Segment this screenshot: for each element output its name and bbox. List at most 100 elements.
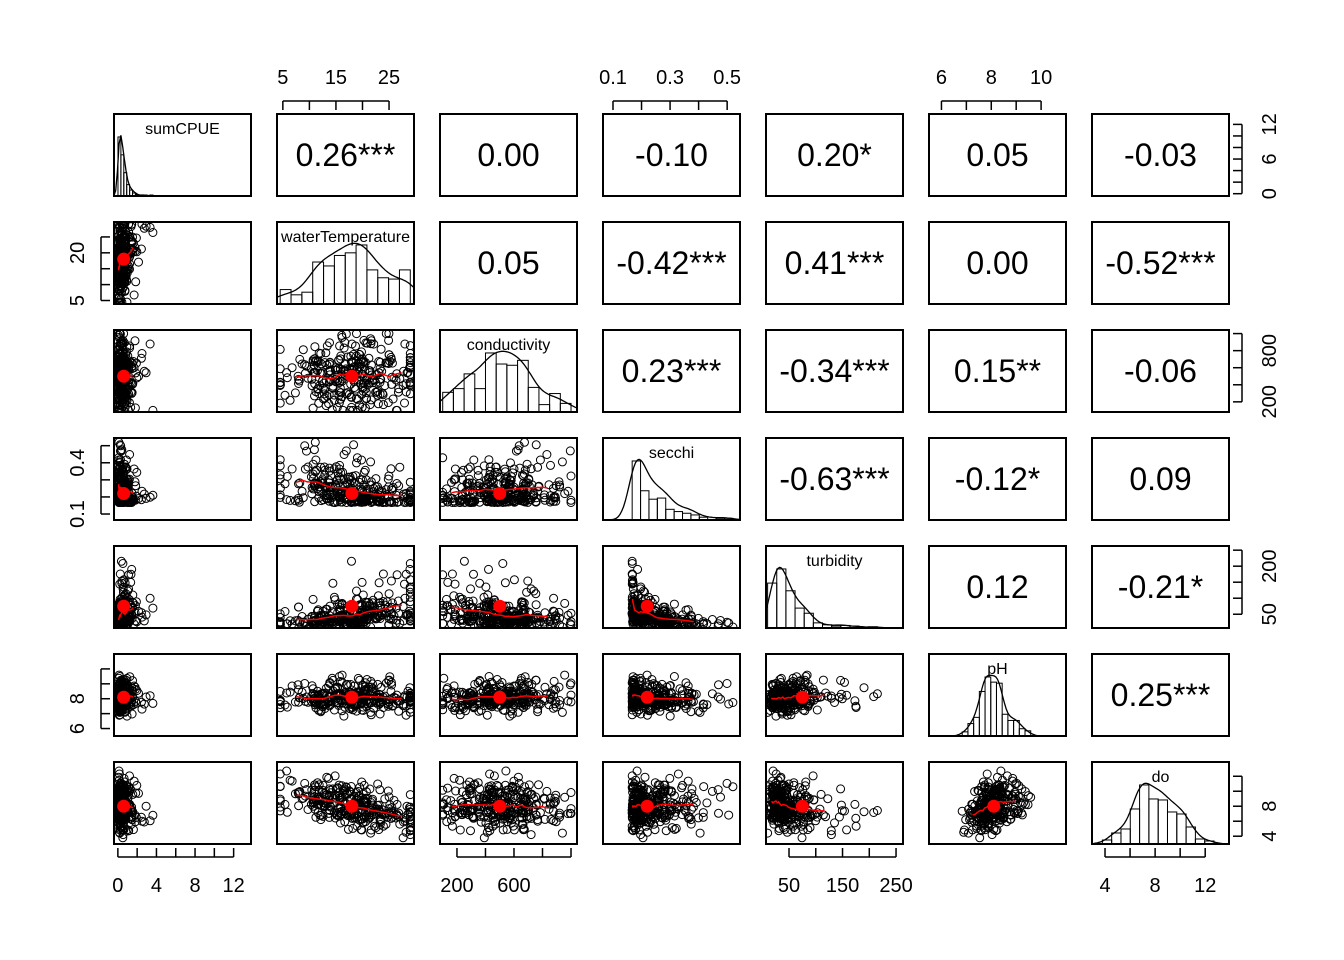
scatter-point [336,394,346,404]
scatter-point [347,358,357,368]
scatter-point [361,475,371,485]
scatter-point [450,579,460,589]
scatter-point [401,387,411,397]
scatter-point [384,589,394,599]
scatter-point [509,575,519,585]
scatter-point [505,476,515,485]
scatter-point [307,489,317,499]
scatter-point [129,464,139,474]
panel-frame [439,221,578,305]
scatter-point [387,379,397,389]
scatter-point [482,597,491,607]
scatter-point [374,357,384,366]
panel-frame [1091,437,1230,521]
scatter-point [482,686,491,696]
scatter-point [330,595,340,605]
scatter-point [328,578,338,588]
scatter-point [334,672,344,681]
correlation-panel: -0.42*** [602,221,741,305]
scatter-point [307,611,317,621]
scatter-point [384,335,394,345]
scatter-point [308,594,318,604]
scatter-point [533,704,543,714]
scatter-point [523,576,533,586]
scatter-point [405,498,414,507]
variable-name-label: pH [987,661,1007,678]
scatter-point [771,679,781,689]
scatter-point [371,614,381,624]
scatter-point [684,686,694,696]
scatter-point [630,616,640,626]
scatter-point [693,706,703,716]
scatter-point [322,341,332,351]
correlation-value: 0.00 [966,245,1028,281]
scatter-point [120,238,130,248]
scatter-point [128,379,138,389]
panel-frame [276,221,415,305]
histogram-bar [682,512,692,520]
scatter-point [492,675,502,684]
scatter-point [713,692,723,702]
panel-frame [1091,545,1230,629]
scatter-point [531,600,541,610]
scatter-point [818,675,828,685]
scatter-point [563,486,573,496]
scatter-point [378,400,388,410]
correlation-panel: 0.20* [765,113,904,197]
correlation-panel: 0.00 [439,113,578,197]
scatter-point [686,707,696,717]
panel-frame [113,221,252,305]
scatter-point [360,465,370,475]
panel-frame [276,545,415,629]
scatter-point [490,611,500,621]
correlation-value: -0.52*** [1105,245,1215,281]
scatter-point [302,361,311,371]
scatter-point [482,680,491,689]
correlation-panel: 0.26*** [276,113,415,197]
correlation-panel: -0.03 [1091,113,1230,197]
correlation-value: 0.09 [1129,461,1191,497]
scatter-point [540,682,550,692]
scatter-point [386,464,396,474]
scatter-point [667,703,677,713]
correlation-value: 0.00 [477,137,539,173]
histogram-bar [495,363,508,412]
scatter-point [447,569,457,579]
histogram-panel-waterTemperature: waterTemperature [276,221,415,305]
mean-point [795,690,809,704]
scatter-point [356,697,366,707]
mean-point [117,252,131,266]
scatter-point [463,607,473,616]
scatter-point [517,485,527,495]
scatter-point [566,690,576,700]
histogram-panel-pH: pH [928,653,1067,737]
scatter-point [128,825,138,835]
scatter-point [332,476,342,485]
histogram-bar [301,291,314,304]
scatter-point [455,705,465,715]
scatter-point [549,676,559,686]
scatter-point [386,677,396,687]
scatter-point [450,688,460,698]
scatter-point [277,455,285,465]
scatter-point [386,352,396,362]
scatter-point [533,612,543,622]
scatter-point [557,707,567,717]
scatter-point [375,357,385,367]
scatter-point [458,465,468,475]
scatter-point [566,495,576,505]
scatter-point [122,464,132,474]
scatter-point [136,697,146,707]
scatter-point [115,462,125,472]
scatter-point [341,680,351,690]
scatter-point [145,339,155,349]
histogram-bar [398,269,411,304]
scatter-point [290,496,300,506]
scatter-point [339,711,349,721]
scatter-point [373,591,383,601]
scatter-point [303,462,313,472]
scatter-point [554,607,564,617]
scatter-point [405,612,414,622]
scatter-point [358,382,368,392]
density-line [114,135,251,196]
